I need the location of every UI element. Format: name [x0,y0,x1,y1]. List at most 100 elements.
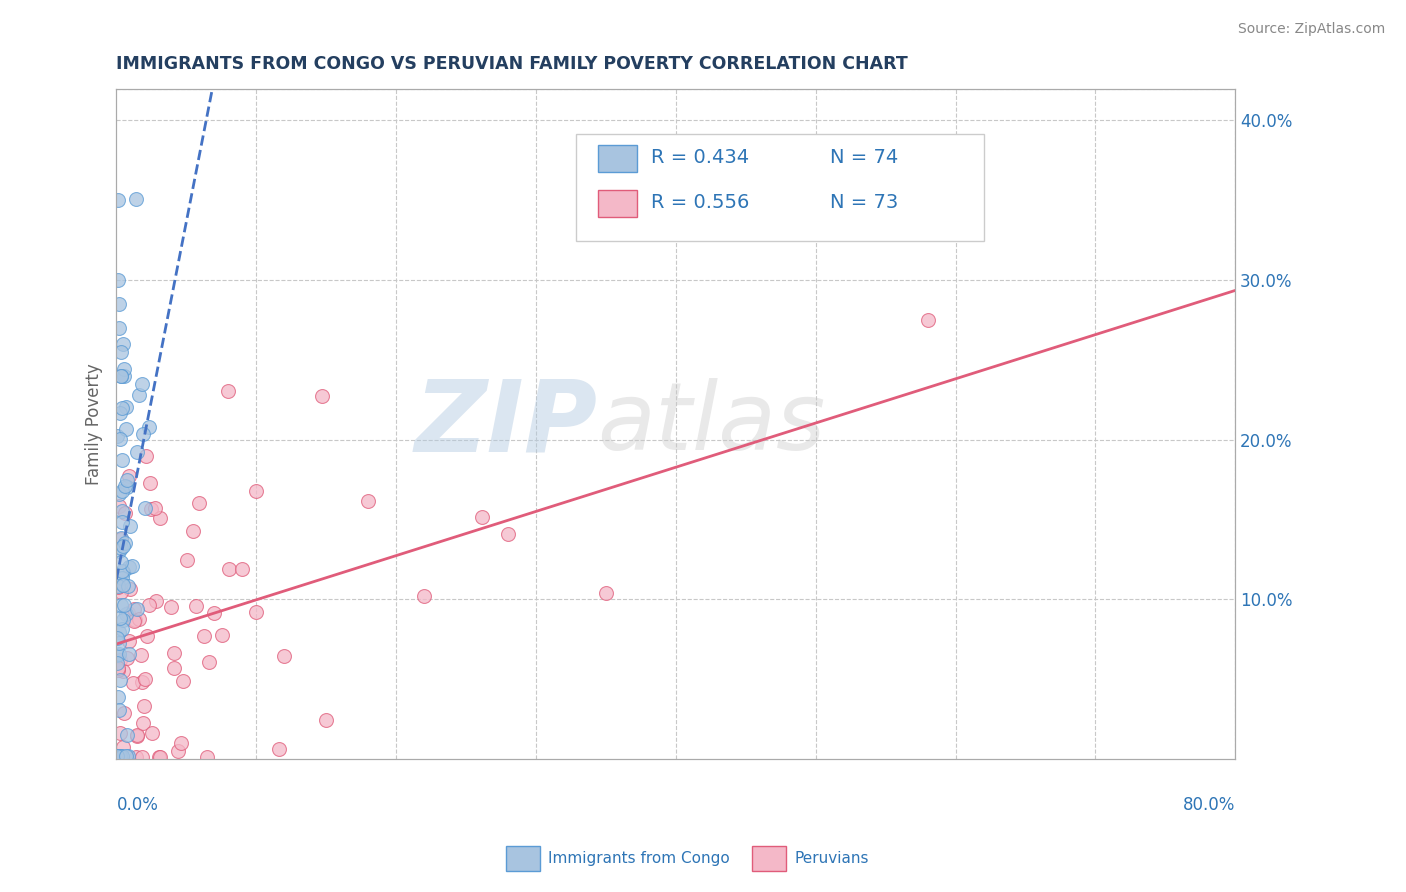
Text: R = 0.556: R = 0.556 [651,193,749,212]
Point [108,625,131,640]
Point [111,515,134,529]
Point [125,445,148,459]
Point [273,649,295,664]
Point [315,714,337,728]
Point [111,623,134,637]
Point [121,558,143,573]
Point [134,500,156,515]
Point [107,579,129,593]
Point [105,748,128,763]
Text: Immigrants from Congo: Immigrants from Congo [548,851,730,865]
Point [125,750,148,764]
Point [245,605,267,619]
Point [118,582,141,597]
Point [131,674,153,689]
Point [135,450,157,464]
Point [115,728,138,742]
Point [311,389,333,403]
Point [107,580,129,594]
Point [125,729,148,743]
Point [143,501,166,516]
Point [108,321,131,335]
Point [112,361,135,376]
Point [110,344,132,359]
Point [110,483,132,498]
Point [117,606,139,620]
Point [108,611,131,625]
Point [111,571,134,585]
Point [112,369,135,384]
Point [110,673,132,687]
Text: Peruvians: Peruvians [794,851,869,865]
Point [105,648,128,662]
Point [122,614,145,628]
Point [112,598,135,612]
Point [138,598,160,612]
Point [114,535,136,549]
Point [111,539,134,553]
Text: atlas: atlas [598,378,825,469]
Point [128,388,150,402]
Point [917,312,939,326]
Point [108,297,131,311]
Point [188,496,211,510]
Point [145,594,167,608]
Point [110,368,132,383]
Point [121,675,143,690]
Point [193,629,215,643]
Point [107,690,129,704]
Point [217,384,239,398]
Point [108,726,131,740]
Point [114,706,136,720]
Point [118,469,141,483]
Point [112,665,135,679]
Point [125,602,148,616]
Point [111,401,134,415]
Point [107,194,129,208]
Point [107,648,129,662]
Point [105,656,128,670]
Point [134,699,156,714]
Point [117,480,139,494]
Point [166,744,188,758]
Point [110,564,132,578]
Point [117,579,139,593]
Point [136,629,159,643]
Point [110,541,132,555]
Point [141,726,163,740]
Point [107,543,129,558]
Point [115,748,138,763]
Point [149,750,172,764]
Point [115,650,138,665]
Point [138,420,160,434]
Point [128,612,150,626]
Point [117,748,139,763]
Point [105,429,128,443]
Point [107,273,129,287]
Text: R = 0.434: R = 0.434 [651,148,749,168]
Point [110,748,132,763]
Point [138,475,160,490]
Point [110,532,132,546]
Point [129,648,152,662]
Text: Source: ZipAtlas.com: Source: ZipAtlas.com [1237,22,1385,37]
Text: ZIP: ZIP [415,376,598,472]
Point [267,742,290,756]
Point [114,506,136,520]
Point [172,673,194,688]
Point [110,576,132,591]
Point [125,728,148,742]
Point [105,748,128,763]
Point [110,368,132,383]
Point [149,510,172,524]
Point [148,750,170,764]
Point [108,636,131,650]
Point [115,607,138,621]
Point [245,483,267,498]
Point [357,494,380,508]
Text: 0.0%: 0.0% [117,796,159,814]
Point [413,589,436,603]
Point [186,599,208,614]
Point [124,613,146,627]
Point [110,598,132,612]
